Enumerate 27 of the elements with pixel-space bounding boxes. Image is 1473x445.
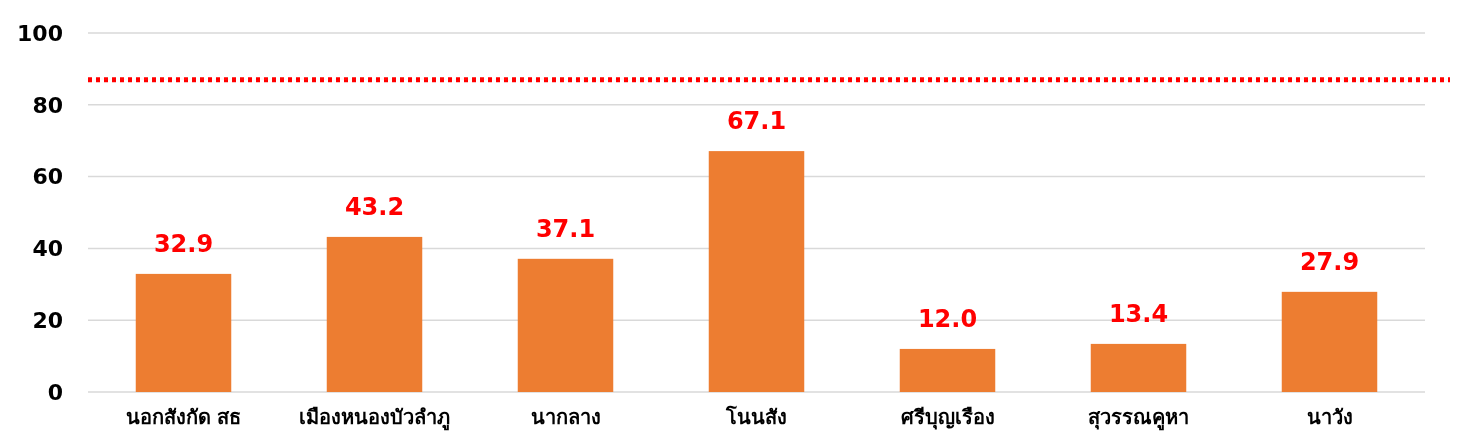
bar xyxy=(326,236,423,392)
data-label: 67.1 xyxy=(726,107,787,136)
y-tick-label: 60 xyxy=(32,164,63,190)
data-label: 32.9 xyxy=(153,229,214,258)
y-tick-label: 0 xyxy=(47,379,63,405)
x-tick-label: โนนสัง xyxy=(725,405,787,429)
data-label: 27.9 xyxy=(1299,247,1360,276)
data-label: 12.0 xyxy=(917,304,978,333)
data-label: 13.4 xyxy=(1108,299,1169,328)
x-tick-label: เมืองหนองบัวลำภู xyxy=(299,405,450,431)
y-tick-label: 80 xyxy=(32,92,63,118)
x-tick-label: นอกสังกัด สธ xyxy=(125,405,242,429)
y-tick-label: 20 xyxy=(32,307,63,333)
bar xyxy=(1281,291,1378,392)
y-tick-label: 40 xyxy=(32,236,63,262)
y-tick-label: 100 xyxy=(17,20,63,46)
bar xyxy=(135,273,232,392)
bar xyxy=(1090,343,1187,392)
x-tick-label: นาวัง xyxy=(1306,405,1353,429)
x-tick-label: ศรีบุญเรือง xyxy=(900,405,995,430)
bar xyxy=(708,151,805,392)
data-label: 37.1 xyxy=(535,214,596,243)
data-label: 43.2 xyxy=(344,192,405,221)
x-tick-label: สุวรรณคูหา xyxy=(1088,405,1189,431)
x-tick-label: นากลาง xyxy=(530,405,601,429)
bar xyxy=(517,258,614,392)
bar xyxy=(899,348,996,392)
